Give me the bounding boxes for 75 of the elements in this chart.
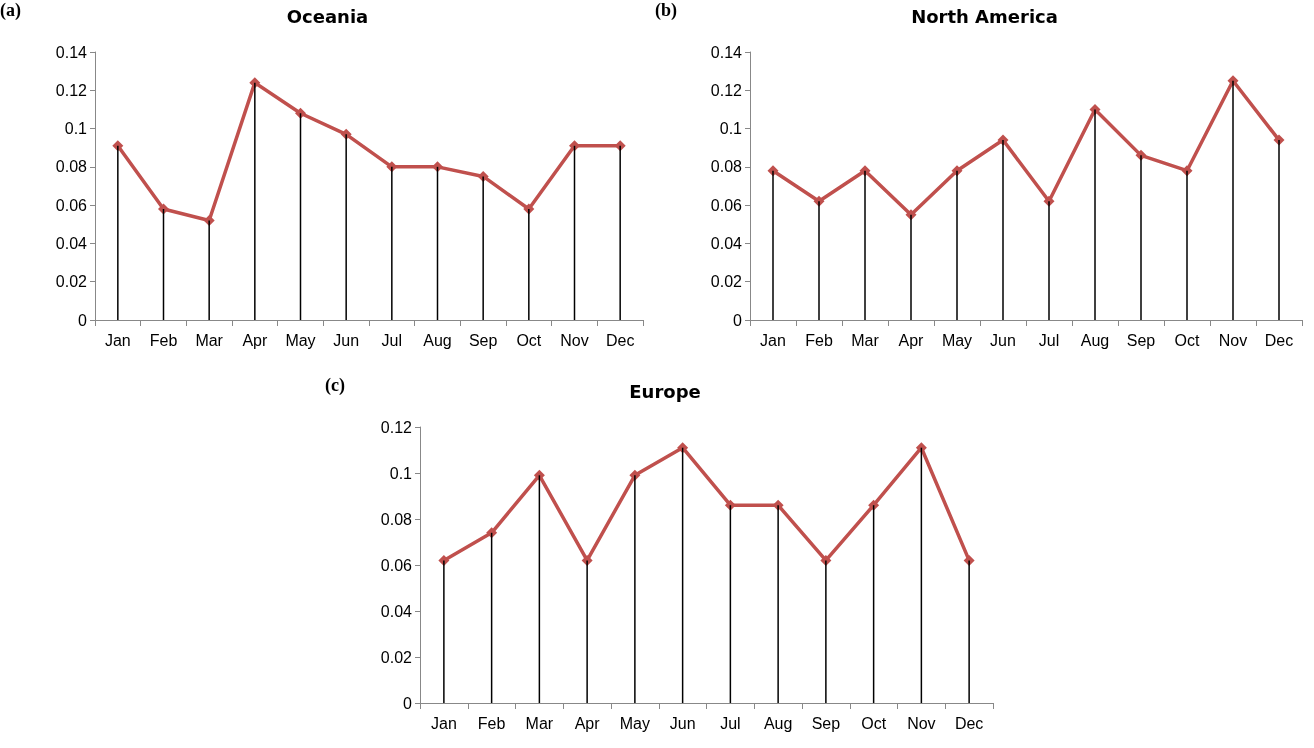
y-tick-label: 0.02 — [55, 273, 88, 291]
x-tick-label: Jan — [760, 331, 786, 349]
x-tick-label: Sep — [1126, 331, 1156, 349]
x-tick-label: Jan — [430, 714, 457, 732]
x-tick-label: Sep — [468, 331, 498, 349]
x-tick-label: Jul — [1038, 331, 1060, 349]
x-tick-label: May — [619, 714, 650, 732]
text: (b) — [655, 0, 677, 21]
x-tick-label: Apr — [898, 331, 925, 349]
y-tick-label: 0.08 — [55, 158, 88, 176]
x-tick-label: Mar — [195, 331, 224, 349]
point — [724, 499, 736, 511]
x-tick-label: Feb — [149, 331, 178, 349]
y-tick-label: 0 — [403, 694, 413, 712]
x-tick-label: Dec — [605, 331, 635, 349]
point — [486, 527, 498, 539]
point — [569, 140, 580, 152]
y-tick-label: 0.04 — [710, 234, 743, 252]
x-tick-label: Oct — [861, 714, 887, 732]
y-tick-label: 0.06 — [55, 196, 88, 214]
x-tick-label: Apr — [574, 714, 601, 732]
x-tick-label: Jul — [381, 331, 403, 349]
x-tick-label: Aug — [763, 714, 793, 732]
x-tick-label: Feb — [805, 331, 833, 349]
x-tick-label: Sep — [811, 714, 841, 732]
point — [158, 203, 169, 215]
x-tick-label: Apr — [242, 331, 268, 349]
x-tick-label: Oct — [516, 331, 542, 349]
y-tick-label: 0.14 — [710, 43, 743, 61]
x-tick-label: Jan — [104, 331, 131, 349]
x-tick-label: Jun — [990, 331, 1016, 349]
x-tick-label: Aug — [423, 331, 452, 349]
y-tick-label: 0.12 — [55, 81, 88, 99]
y-tick-label: 0 — [733, 311, 743, 329]
x-tick-label: Nov — [907, 714, 936, 732]
y-tick-label: 0.06 — [710, 196, 743, 214]
y-tick-label: 0.08 — [380, 510, 413, 528]
point — [295, 107, 306, 119]
x-tick-label: Oct — [1174, 331, 1200, 349]
x-tick-label: Feb — [477, 714, 506, 732]
x-tick-label: Aug — [1080, 331, 1110, 349]
y-tick-label: 0.12 — [710, 81, 743, 99]
y-tick-label: 0.14 — [55, 43, 88, 61]
x-tick-label: Nov — [1218, 331, 1248, 349]
text: (a) — [0, 0, 21, 21]
x-tick-label: May — [285, 331, 316, 349]
chart-title: North America — [911, 5, 1058, 27]
point — [677, 442, 689, 454]
x-tick-label: Mar — [851, 331, 880, 349]
x-tick-label: May — [941, 331, 973, 349]
y-tick-label: 0.1 — [64, 120, 88, 138]
y-tick-label: 0.06 — [380, 556, 413, 574]
chart-title: Oceania — [286, 5, 369, 27]
x-tick-label: Mar — [525, 714, 554, 732]
point — [915, 442, 927, 454]
text: (c) — [325, 375, 345, 396]
x-tick-label: Nov — [560, 331, 589, 349]
point — [868, 499, 880, 511]
y-tick-label: 0.12 — [380, 418, 413, 436]
x-tick-label: Jul — [720, 714, 741, 732]
y-tick-label: 0.04 — [55, 234, 88, 252]
x-tick-label: Jun — [333, 331, 360, 349]
chart-title: Europe — [629, 380, 701, 402]
y-tick-label: 0.02 — [710, 273, 743, 291]
point — [533, 469, 545, 481]
y-tick-label: 0.04 — [380, 602, 413, 620]
x-tick-label: Dec — [954, 714, 984, 732]
y-tick-label: 0 — [78, 311, 88, 329]
x-tick-label: Dec — [1264, 331, 1294, 349]
point — [432, 161, 443, 173]
x-tick-label: Jun — [669, 714, 696, 732]
y-tick-label: 0.1 — [389, 464, 413, 482]
y-tick-label: 0.08 — [710, 158, 743, 176]
y-tick-label: 0.02 — [380, 648, 413, 666]
y-tick-label: 0.1 — [719, 120, 743, 138]
